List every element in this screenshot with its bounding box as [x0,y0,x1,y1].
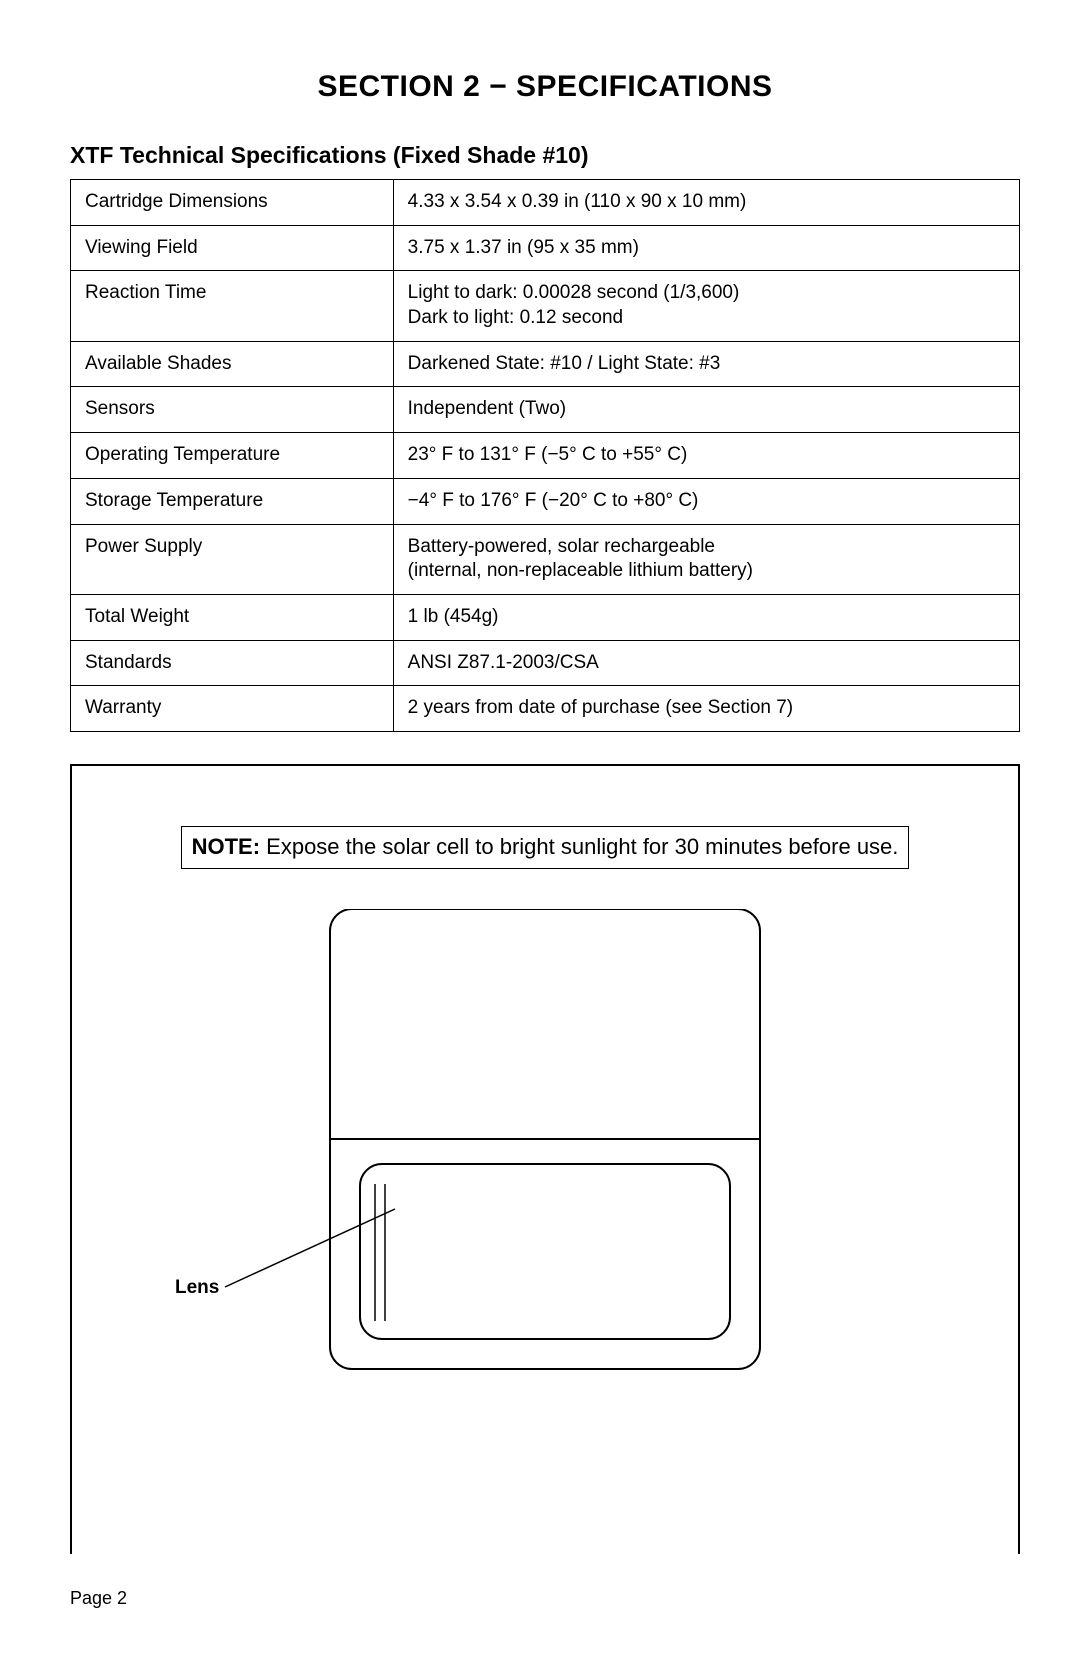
table-row: Power SupplyBattery-powered, solar recha… [71,524,1020,594]
subtitle: XTF Technical Specifications (Fixed Shad… [70,142,1020,169]
spec-value: −4° F to 176° F (−20° C to +80° C) [393,478,1019,524]
table-row: Cartridge Dimensions4.33 x 3.54 x 0.39 i… [71,180,1020,226]
spec-label: Cartridge Dimensions [71,180,394,226]
lens-label: Lens [175,1277,219,1299]
spec-value: 23° F to 131° F (−5° C to +55° C) [393,433,1019,479]
spec-label: Power Supply [71,524,394,594]
inner-rect [360,1164,730,1339]
note-prefix: NOTE: [192,834,260,859]
spec-label: Viewing Field [71,225,394,271]
section-title: SECTION 2 − SPECIFICATIONS [70,70,1020,104]
diagram-wrap: Lens [102,909,988,1469]
spec-table-body: Cartridge Dimensions4.33 x 3.54 x 0.39 i… [71,180,1020,732]
spec-value: Darkened State: #10 / Light State: #3 [393,341,1019,387]
table-row: Storage Temperature−4° F to 176° F (−20°… [71,478,1020,524]
figure-box: NOTE: Expose the solar cell to bright su… [70,764,1020,1554]
spec-label: Operating Temperature [71,433,394,479]
spec-table: Cartridge Dimensions4.33 x 3.54 x 0.39 i… [70,179,1020,732]
table-row: Operating Temperature23° F to 131° F (−5… [71,433,1020,479]
spec-value: 4.33 x 3.54 x 0.39 in (110 x 90 x 10 mm) [393,180,1019,226]
table-row: Reaction TimeLight to dark: 0.00028 seco… [71,271,1020,341]
lens-callout-line [225,1209,395,1287]
note-text: Expose the solar cell to bright sunlight… [260,834,898,859]
table-row: Warranty2 years from date of purchase (s… [71,686,1020,732]
spec-label: Storage Temperature [71,478,394,524]
page: SECTION 2 − SPECIFICATIONS XTF Technical… [0,0,1080,1669]
table-row: SensorsIndependent (Two) [71,387,1020,433]
spec-value: 2 years from date of purchase (see Secti… [393,686,1019,732]
table-row: Available ShadesDarkened State: #10 / Li… [71,341,1020,387]
table-row: Viewing Field3.75 x 1.37 in (95 x 35 mm) [71,225,1020,271]
cartridge-diagram [120,909,970,1409]
spec-label: Total Weight [71,594,394,640]
spec-label: Sensors [71,387,394,433]
spec-label: Reaction Time [71,271,394,341]
spec-value: Independent (Two) [393,387,1019,433]
spec-value: Light to dark: 0.00028 second (1/3,600)D… [393,271,1019,341]
spec-label: Warranty [71,686,394,732]
spec-value: 1 lb (454g) [393,594,1019,640]
spec-value: ANSI Z87.1-2003/CSA [393,640,1019,686]
page-footer: Page 2 [70,1588,127,1609]
table-row: StandardsANSI Z87.1-2003/CSA [71,640,1020,686]
spec-value: 3.75 x 1.37 in (95 x 35 mm) [393,225,1019,271]
spec-value: Battery-powered, solar rechargeable(inte… [393,524,1019,594]
spec-label: Standards [71,640,394,686]
spec-label: Available Shades [71,341,394,387]
note-box: NOTE: Expose the solar cell to bright su… [181,826,910,869]
table-row: Total Weight1 lb (454g) [71,594,1020,640]
